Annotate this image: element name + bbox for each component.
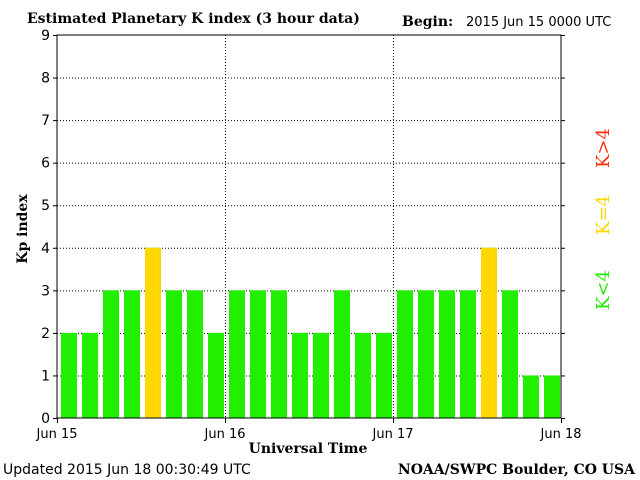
- kp-bar: [208, 332, 224, 418]
- x-tick-label: Jun 15: [36, 427, 78, 442]
- kp-bar: [124, 290, 140, 418]
- y-tick-label: 2: [41, 326, 50, 342]
- bar-series: [61, 247, 560, 418]
- kp-bar: [418, 290, 434, 418]
- y-tick-label: 5: [41, 198, 50, 214]
- kp-bar: [439, 290, 455, 418]
- y-tick-label: 1: [41, 368, 50, 384]
- y-tick-label: 0: [41, 411, 50, 427]
- legend-high: K>4: [593, 128, 614, 168]
- kp-bar: [82, 332, 98, 418]
- x-tick-label: Jun 17: [372, 427, 414, 442]
- y-tick-label: 4: [41, 241, 50, 257]
- begin-value: 2015 Jun 15 0000 UTC: [466, 15, 611, 30]
- kp-bar: [250, 290, 266, 418]
- kp-bar: [103, 290, 119, 418]
- plot-frame: [56, 34, 562, 419]
- kp-bar: [145, 247, 161, 418]
- kp-bar: [397, 290, 413, 418]
- x-axis-label: Universal Time: [249, 441, 368, 457]
- kp-bar: [460, 290, 476, 418]
- source-credit: NOAA/SWPC Boulder, CO USA: [398, 462, 636, 478]
- y-tick-label: 8: [41, 71, 50, 87]
- x-tick-label: Jun 16: [204, 427, 246, 442]
- kp-bar: [481, 247, 497, 418]
- y-tick-label: 6: [41, 156, 50, 172]
- begin-label: Begin:: [402, 14, 453, 30]
- kp-bar: [376, 332, 392, 418]
- updated-timestamp: Updated 2015 Jun 18 00:30:49 UTC: [3, 462, 251, 478]
- kp-bar: [334, 290, 350, 418]
- y-axis-ticks: 0 1 2 3 4 5 6 7 8 9: [41, 28, 565, 427]
- y-tick-label: 7: [41, 113, 50, 129]
- x-tick-label: Jun 18: [540, 427, 582, 442]
- kp-bar: [313, 332, 329, 418]
- kp-bar: [292, 332, 308, 418]
- kp-bar: [61, 332, 77, 418]
- kp-bar: [502, 290, 518, 418]
- kp-bar: [271, 290, 287, 418]
- kp-bar: [523, 375, 539, 418]
- x-axis-ticks: Jun 15 Jun 16 Jun 17 Jun 18: [36, 418, 582, 442]
- y-tick-label: 9: [41, 28, 50, 44]
- kp-bar: [187, 290, 203, 418]
- chart-title: Estimated Planetary K index (3 hour data…: [27, 11, 360, 27]
- grid-lines: [57, 35, 561, 418]
- legend-low: K<4: [593, 270, 614, 310]
- legend-mid: K=4: [593, 195, 614, 235]
- kp-bar: [355, 332, 371, 418]
- kp-bar: [229, 290, 245, 418]
- y-axis-label: Kp index: [15, 194, 31, 264]
- kp-bar: [544, 375, 560, 418]
- kp-bar: [166, 290, 182, 418]
- y-tick-label: 3: [41, 283, 50, 299]
